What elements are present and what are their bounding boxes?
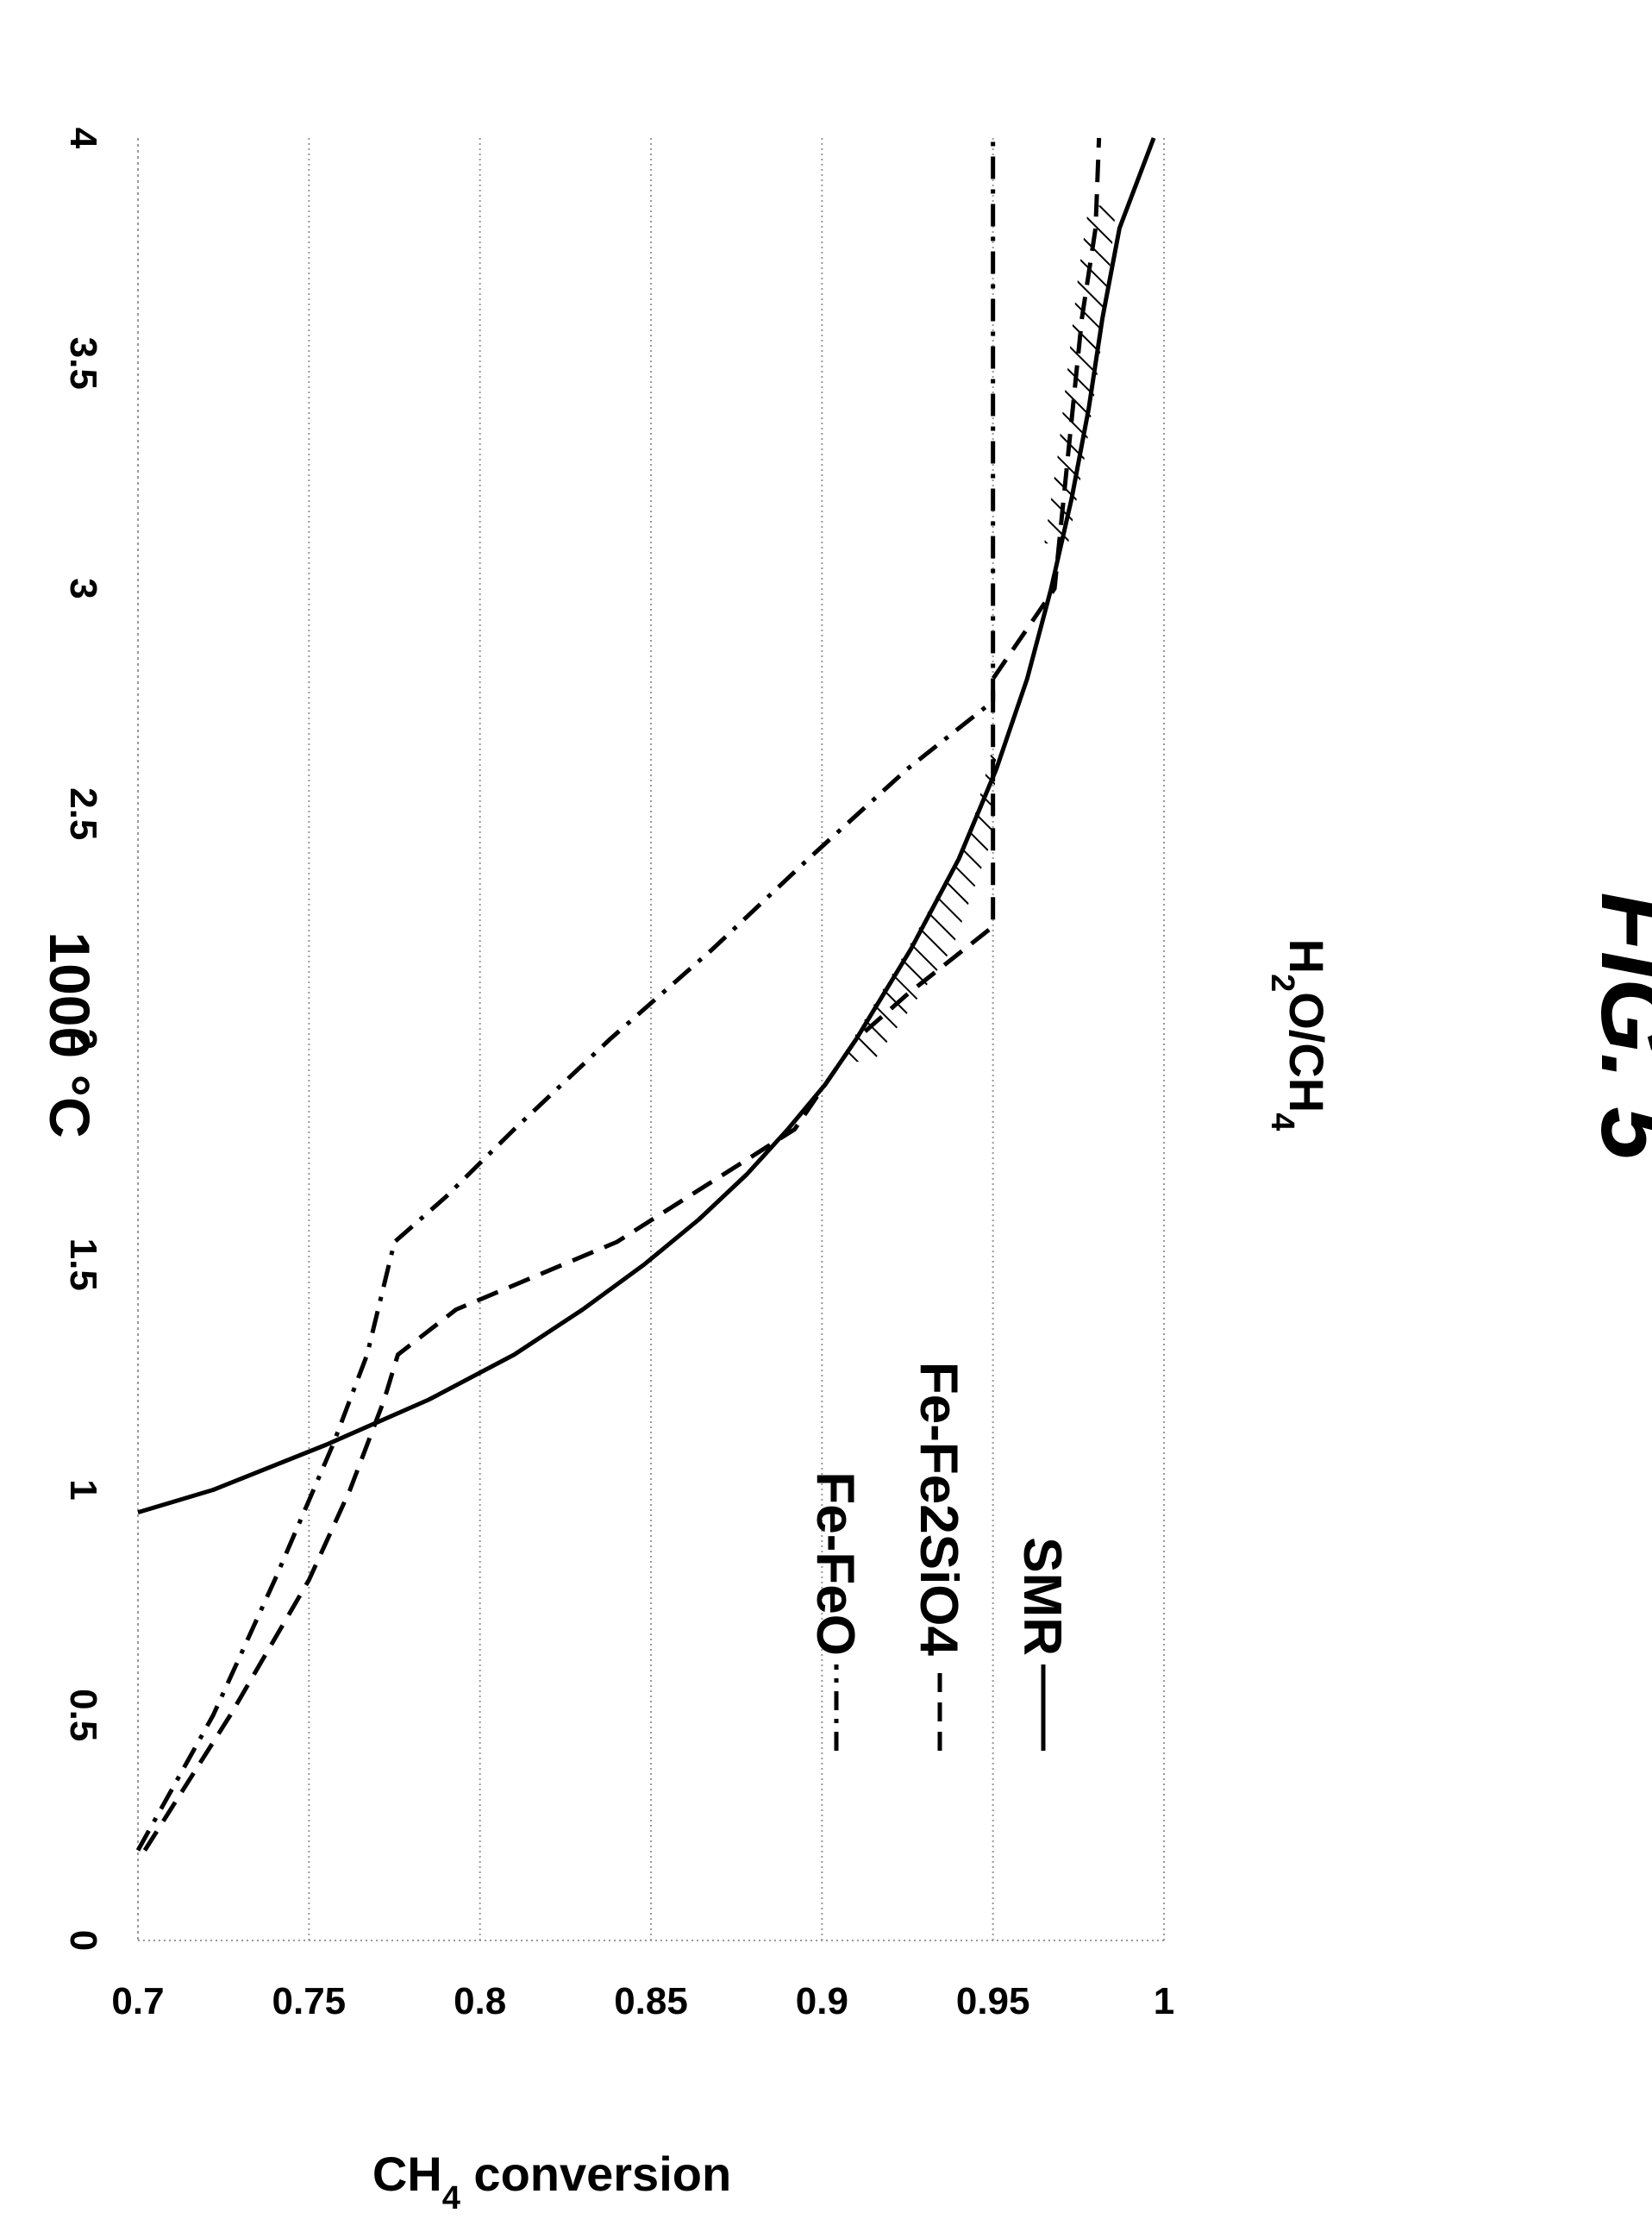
y-tick-label: 0.85: [614, 1980, 688, 2022]
x-tick-label: 4: [62, 128, 104, 149]
y-tick-label: 0.8: [454, 1980, 506, 2022]
y-tick-label: 0.9: [796, 1980, 848, 2022]
x-axis-ticks: 0 0.5 1 1.5 2 2.5 3 3.5 4: [62, 128, 104, 1951]
series-lines: [135, 137, 1156, 1852]
grid: [137, 138, 1165, 1941]
hatched-region: [1044, 205, 1117, 544]
x-tick-label: 0: [62, 1930, 104, 1951]
y-tick-label: 0.75: [272, 1980, 347, 2022]
y-axis-ticks: 0.7 0.75 0.8 0.85 0.9 0.95 1: [111, 1980, 1174, 2022]
figure-caption: FIG. 5: [1581, 892, 1652, 1162]
x-axis-title: H2O/CH4: [1264, 939, 1334, 1132]
y-tick-label: 0.7: [111, 1980, 164, 2022]
legend-label: Fe-FeO: [805, 1471, 865, 1656]
x-tick-label: 1: [62, 1479, 104, 1500]
y-tick-label: 0.95: [956, 1980, 1030, 2022]
chart-title: 1000 °C: [38, 931, 102, 1138]
x-tick-label: 2.5: [62, 787, 104, 840]
series-fe-feo: [135, 138, 996, 1852]
x-tick-label: 1.5: [62, 1238, 104, 1291]
y-tick-label: 1: [1154, 1980, 1174, 2022]
series-smr: [137, 137, 1156, 1515]
legend: Fe-FeO Fe-Fe2SiO4 SMR: [805, 1362, 1072, 1751]
series-fe-fe2sio4: [142, 137, 1102, 1852]
x-tick-label: 2: [62, 1029, 104, 1050]
x-tick-label: 3.5: [62, 337, 104, 390]
hatched-region: [839, 746, 997, 1063]
legend-label: Fe-Fe2SiO4: [909, 1362, 968, 1657]
x-tick-label: 3: [62, 578, 104, 599]
y-axis-title: CH4 conversion: [372, 2147, 731, 2216]
legend-label: SMR: [1012, 1537, 1072, 1656]
x-tick-label: 0.5: [62, 1689, 104, 1741]
hatched-regions: [839, 205, 1117, 1063]
